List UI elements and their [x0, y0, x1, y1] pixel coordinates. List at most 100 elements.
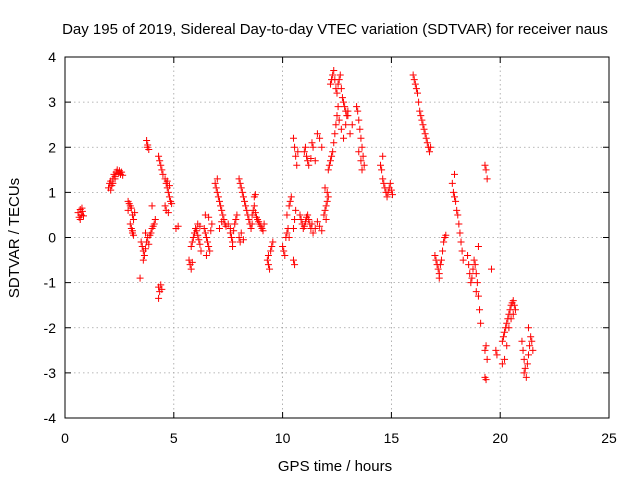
- data-point: [308, 139, 316, 147]
- data-point: [187, 243, 195, 251]
- data-point: [520, 369, 528, 377]
- data-point: [233, 211, 241, 219]
- data-point: [207, 227, 215, 235]
- data-point: [217, 202, 225, 210]
- data-point: [524, 324, 532, 332]
- data-point: [308, 220, 316, 228]
- data-point: [245, 215, 253, 223]
- data-point: [159, 170, 167, 178]
- data-point: [379, 175, 387, 183]
- data-point: [335, 76, 343, 84]
- x-tick-label: 0: [61, 430, 69, 446]
- data-point: [311, 224, 319, 232]
- data-point: [318, 143, 326, 151]
- data-point: [156, 157, 164, 165]
- data-point: [377, 161, 385, 169]
- data-point: [329, 148, 337, 156]
- data-point: [378, 166, 386, 174]
- data-point: [331, 130, 339, 138]
- data-point: [289, 134, 297, 142]
- data-point: [411, 80, 419, 88]
- data-point: [189, 234, 197, 241]
- data-point: [289, 256, 297, 264]
- data-point: [338, 94, 346, 102]
- data-point: [472, 288, 480, 296]
- data-point: [333, 112, 341, 120]
- data-point: [151, 215, 159, 223]
- data-point: [227, 234, 235, 241]
- data-point: [250, 202, 258, 210]
- data-point: [474, 243, 482, 251]
- y-tick-label: -2: [44, 320, 57, 336]
- data-point: [111, 175, 119, 183]
- data-point: [440, 238, 448, 246]
- data-point: [474, 292, 482, 300]
- data-point: [359, 152, 367, 160]
- data-point: [458, 247, 466, 255]
- data-point: [524, 351, 532, 359]
- data-point: [193, 227, 201, 235]
- data-point: [251, 209, 259, 217]
- y-axis-title: SDTVAR / TECUs: [6, 178, 23, 298]
- data-point: [383, 193, 391, 201]
- data-point: [196, 222, 204, 230]
- data-point: [523, 360, 531, 368]
- data-point: [168, 200, 176, 208]
- y-tick-label: 3: [48, 94, 56, 110]
- data-point: [483, 355, 491, 363]
- data-point: [239, 236, 247, 244]
- data-point: [379, 152, 387, 160]
- data-point: [300, 222, 308, 230]
- data-point: [164, 188, 172, 196]
- data-point: [148, 202, 156, 210]
- data-point: [521, 364, 529, 372]
- data-point: [481, 161, 489, 169]
- data-point: [344, 107, 352, 115]
- data-point: [283, 211, 291, 219]
- data-point: [287, 193, 295, 201]
- data-point: [215, 197, 223, 205]
- data-point: [292, 152, 300, 160]
- data-point: [165, 193, 173, 201]
- data-point: [324, 166, 332, 174]
- data-point: [316, 222, 324, 230]
- data-point: [251, 191, 259, 199]
- data-point: [230, 227, 238, 235]
- data-point: [293, 161, 301, 169]
- data-point: [218, 206, 226, 214]
- data-point: [501, 328, 509, 336]
- data-point: [476, 306, 484, 314]
- data-point: [482, 376, 490, 384]
- data-point: [208, 220, 216, 228]
- data-point: [415, 98, 423, 106]
- data-point: [360, 161, 368, 169]
- data-point: [309, 229, 317, 237]
- data-point: [330, 139, 338, 147]
- data-point: [409, 71, 417, 79]
- data-point: [465, 261, 473, 269]
- data-point: [354, 107, 362, 115]
- data-point: [229, 243, 237, 251]
- data-point: [386, 179, 394, 187]
- data-point: [140, 252, 148, 260]
- data-point: [528, 337, 536, 345]
- data-point: [483, 175, 491, 183]
- data-point: [437, 256, 445, 264]
- chart-title: Day 195 of 2019, Sidereal Day-to-day VTE…: [62, 21, 608, 38]
- data-point: [303, 152, 311, 160]
- data-point: [264, 261, 272, 269]
- data-point: [109, 179, 117, 187]
- x-tick-label: 5: [170, 430, 178, 446]
- data-point: [187, 265, 195, 273]
- data-point: [158, 285, 166, 293]
- data-point: [481, 346, 489, 354]
- data-point: [343, 112, 351, 120]
- data-point: [326, 157, 334, 165]
- data-point: [142, 245, 150, 253]
- x-tick-label: 25: [601, 430, 617, 446]
- data-point: [294, 148, 302, 156]
- y-tick-label: 0: [48, 230, 56, 246]
- data-point: [427, 143, 435, 151]
- data-point: [388, 191, 396, 199]
- data-point: [291, 261, 299, 269]
